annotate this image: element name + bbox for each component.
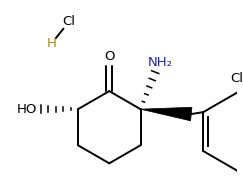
Text: Cl: Cl (231, 72, 243, 85)
Text: H: H (47, 37, 57, 50)
Text: HO: HO (17, 103, 37, 116)
Text: NH₂: NH₂ (148, 56, 173, 69)
Text: O: O (104, 50, 114, 64)
Polygon shape (140, 107, 192, 121)
Text: Cl: Cl (62, 15, 75, 28)
